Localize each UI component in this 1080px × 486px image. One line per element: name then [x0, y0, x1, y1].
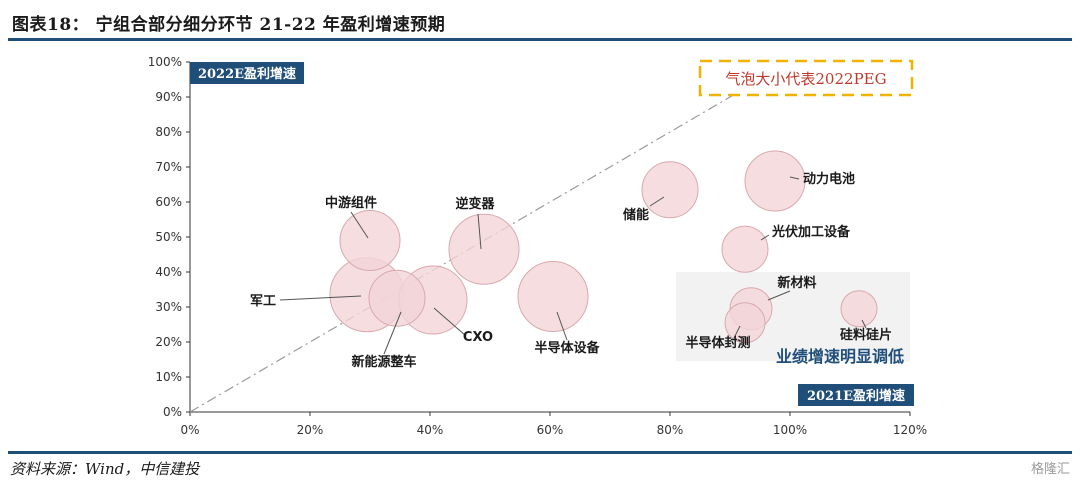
bottom-rule — [8, 451, 1072, 454]
x-tick-label: 20% — [297, 423, 324, 437]
x-tick-label: 100% — [773, 423, 807, 437]
y-tick-label: 60% — [155, 195, 182, 209]
point-label: CXO — [463, 330, 493, 345]
bubble-point — [368, 269, 426, 327]
bubble-point — [517, 261, 589, 332]
leader-line — [433, 307, 467, 337]
point-label: 新材料 — [777, 275, 816, 291]
y-tick-label: 70% — [155, 160, 182, 174]
figure-header: 图表18： 宁组合部分细分环节 21-22 年盈利增速预期 — [8, 6, 1072, 36]
x-tick-label: 60% — [537, 423, 564, 437]
point-label: 半导体封测 — [685, 335, 750, 351]
size-legend-text: 气泡大小代表2022PEG — [725, 70, 886, 88]
bubble-point — [744, 150, 806, 212]
y-tick-label: 50% — [155, 230, 182, 244]
leader-line — [383, 311, 402, 355]
bubble-point — [724, 302, 766, 344]
leader-line — [733, 325, 741, 339]
top-rule — [8, 38, 1072, 41]
y-axis-title: 2022E盈利增速 — [198, 66, 296, 82]
zone-label: 业绩增速明显调低 — [776, 347, 904, 366]
x-axis-badge — [798, 384, 914, 406]
figure-source: 资料来源：Wind，中信建投 — [10, 460, 200, 478]
point-label: 光伏加工设备 — [771, 224, 851, 240]
y-tick-label: 30% — [155, 300, 182, 314]
y-tick-label: 90% — [155, 90, 182, 104]
x-tick-label: 0% — [180, 423, 199, 437]
watermark: 格隆汇 — [1030, 462, 1070, 477]
leader-line — [649, 196, 665, 207]
y-tick-label: 20% — [155, 335, 182, 349]
size-legend-box — [698, 59, 914, 97]
leader-line — [279, 295, 362, 301]
x-tick-label: 40% — [417, 423, 444, 437]
y-axis-badge — [190, 62, 304, 84]
leader-line — [556, 311, 568, 341]
bubble-point — [721, 225, 769, 273]
point-label: 动力电池 — [803, 171, 855, 187]
point-label: 半导体设备 — [534, 340, 600, 356]
point-label: 逆变器 — [455, 196, 495, 212]
y-tick-label: 0% — [163, 405, 182, 419]
y-tick-label: 100% — [148, 55, 182, 69]
bubble-point — [448, 213, 520, 285]
y-tick-label: 80% — [155, 125, 182, 139]
x-tick-label: 120% — [893, 423, 927, 437]
point-label: 军工 — [250, 294, 276, 309]
bubble-point — [641, 161, 699, 219]
y-tick-label: 10% — [155, 370, 182, 384]
point-label: 中游组件 — [325, 195, 377, 211]
figure-title: 图表18： 宁组合部分细分环节 21-22 年盈利增速预期 — [12, 15, 446, 35]
point-label: 储能 — [622, 207, 649, 223]
leader-line — [350, 211, 369, 239]
bubble-point — [339, 210, 401, 271]
y-tick-label: 40% — [155, 265, 182, 279]
point-label: 新能源整车 — [351, 354, 416, 370]
leader-line — [477, 213, 482, 250]
leader-line — [760, 234, 770, 241]
bubble-point — [840, 290, 878, 328]
x-axis-title: 2021E盈利增速 — [807, 388, 905, 404]
leader-line — [767, 290, 791, 301]
leader-line — [789, 176, 800, 180]
leader-line — [861, 319, 867, 329]
point-label: 硅料硅片 — [840, 327, 892, 343]
x-tick-label: 80% — [657, 423, 684, 437]
